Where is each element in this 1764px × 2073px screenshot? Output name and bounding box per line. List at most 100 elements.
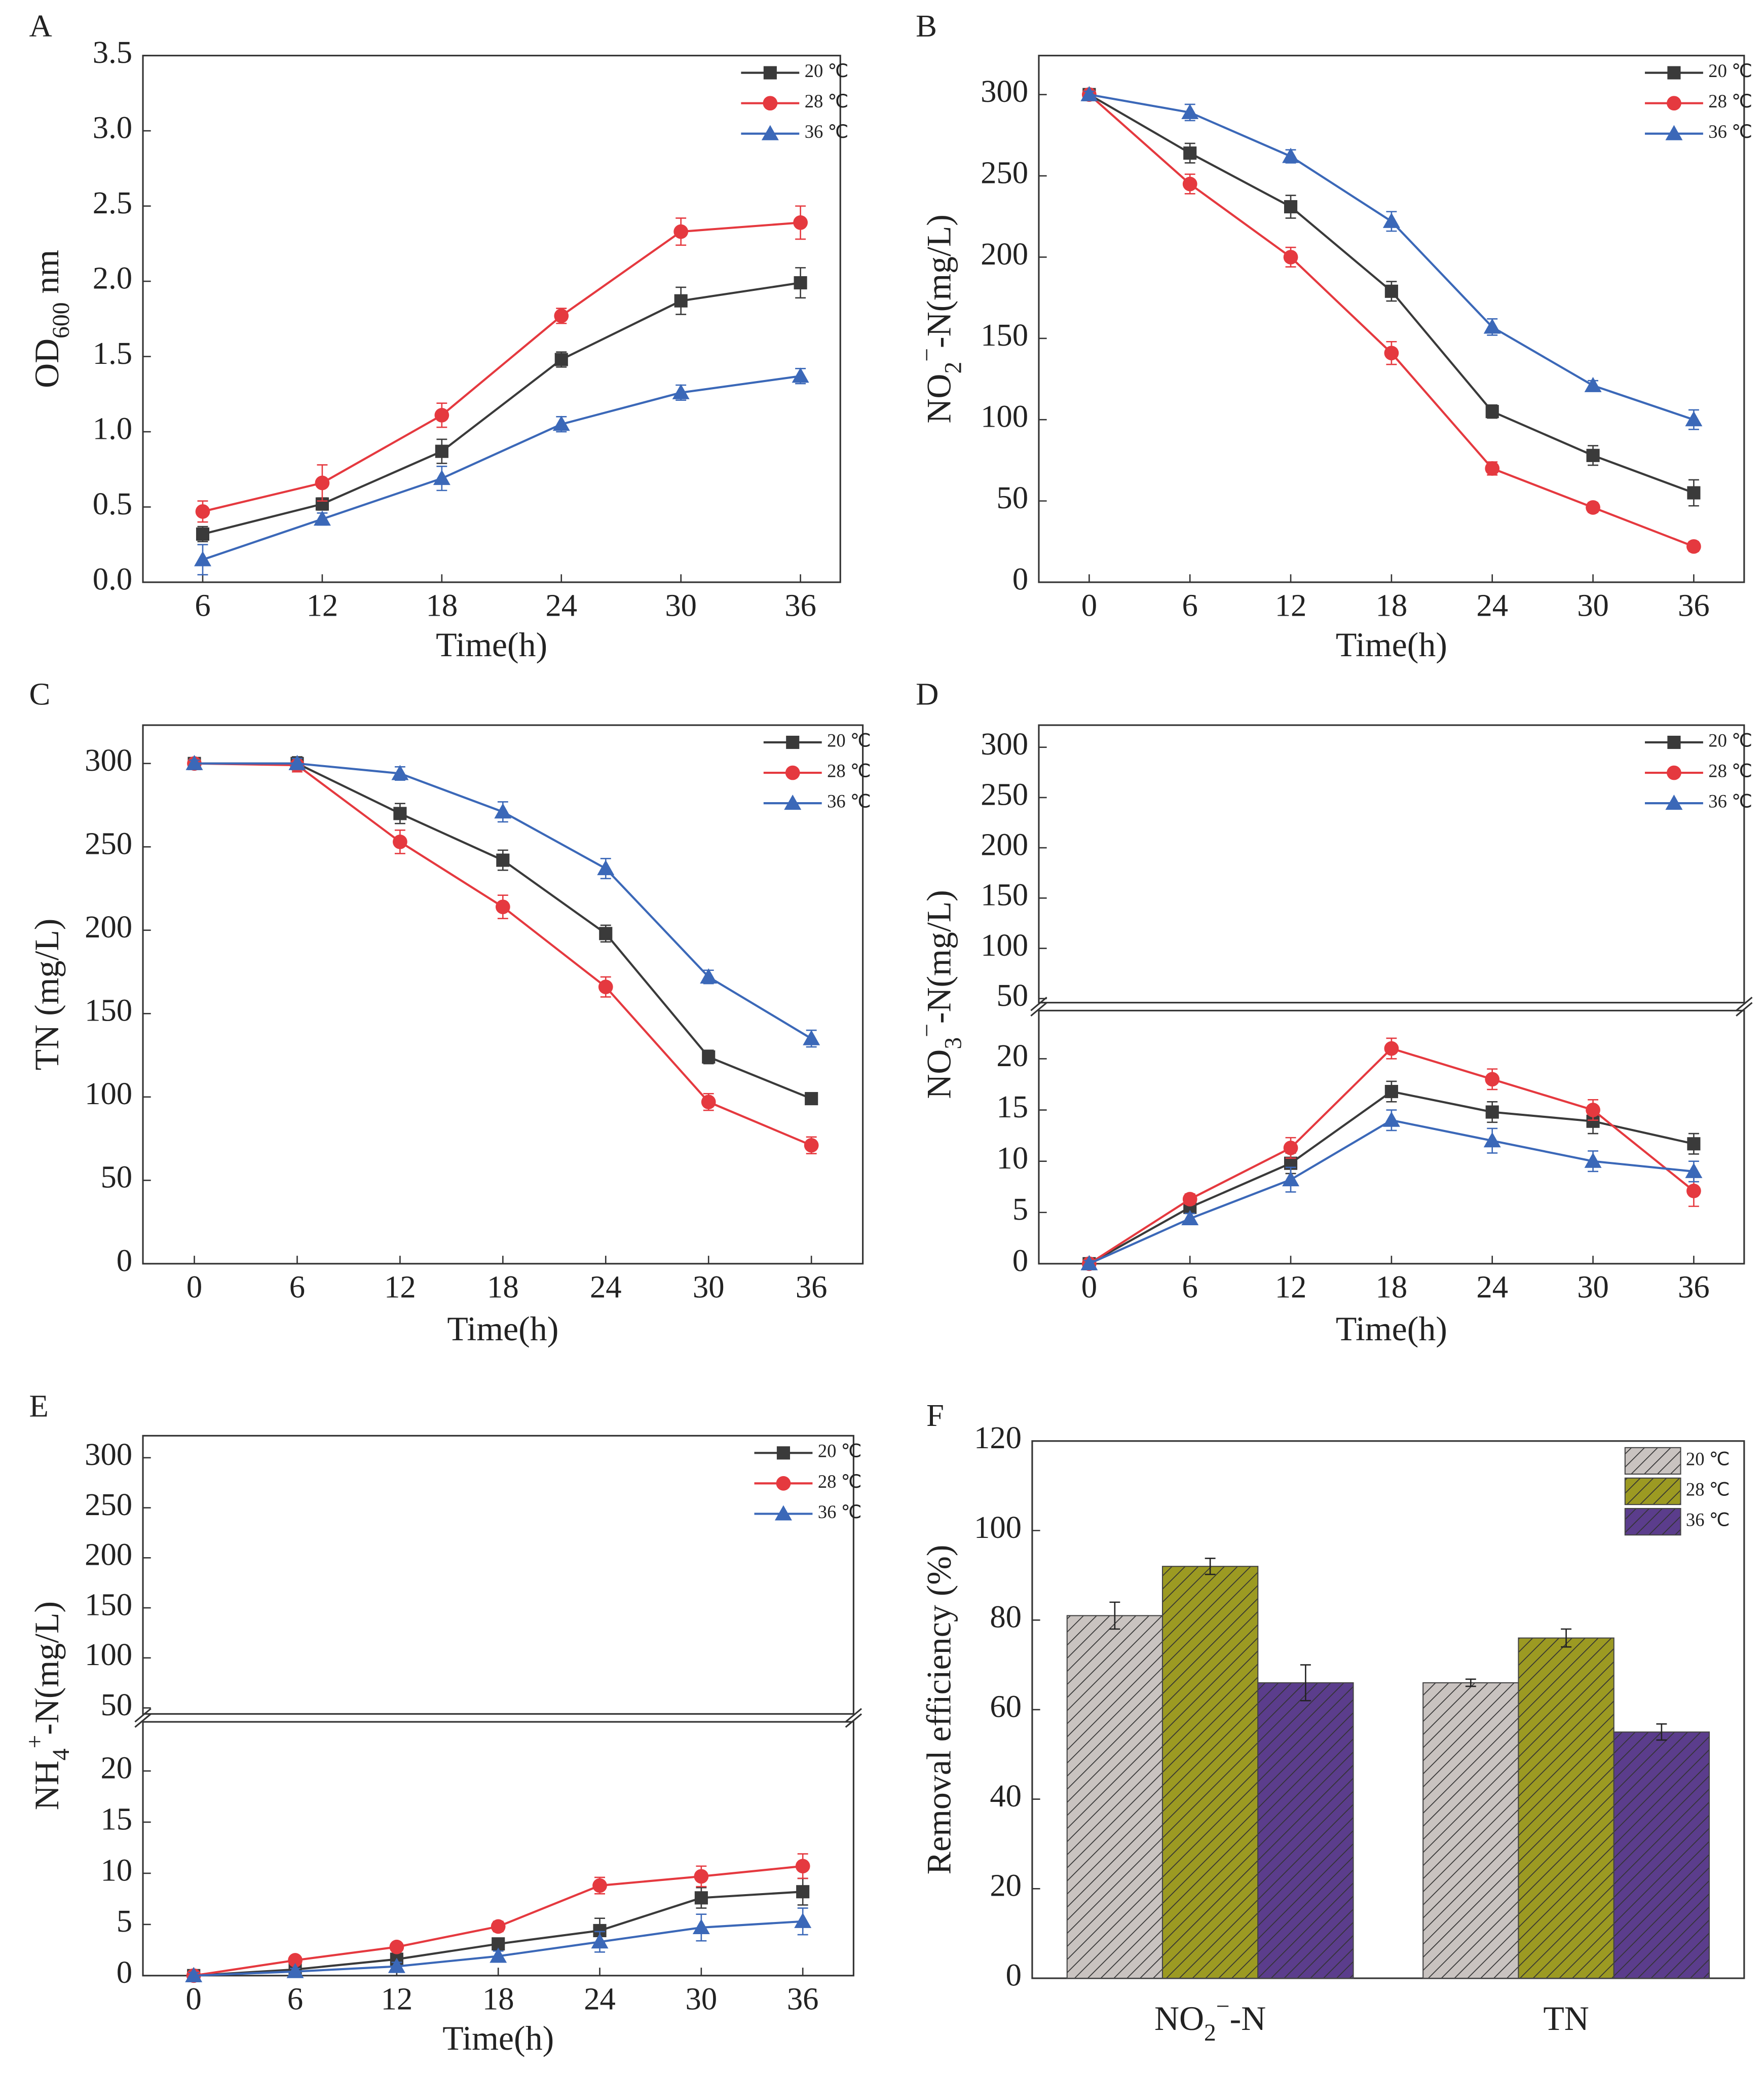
y-axis-label-part: 600 <box>48 303 74 338</box>
x-tick-label-part: 2 <box>1204 2020 1216 2046</box>
x-axis-label: Time(h) <box>1336 626 1447 664</box>
marker <box>598 979 613 995</box>
panel-label: C <box>29 676 50 712</box>
error-bar <box>1205 1557 1216 1575</box>
x-tick-label: 24 <box>590 1269 622 1304</box>
marker <box>1687 486 1701 500</box>
y-tick-label: 80 <box>990 1599 1022 1635</box>
marker <box>694 1869 709 1884</box>
y-tick-label: 0.5 <box>93 486 132 521</box>
y-tick-label: 0 <box>1012 1242 1028 1278</box>
legend-label: 28 ℃ <box>1708 91 1752 111</box>
x-tick-label: 36 <box>1678 588 1710 623</box>
legend-label: 36 ℃ <box>827 791 871 812</box>
y-axis-label-part: + <box>22 1735 48 1749</box>
series-line <box>202 375 801 561</box>
marker <box>1384 346 1399 361</box>
x-tick-label: 0 <box>1081 1269 1097 1304</box>
y-tick-label: 100 <box>981 927 1028 963</box>
marker <box>592 1878 607 1893</box>
y-tick-label: 0 <box>117 1242 132 1278</box>
legend-label: 28 ℃ <box>805 91 849 111</box>
x-tick-label-part: -N <box>1230 2000 1266 2038</box>
x-axis-label: Time(h) <box>436 626 547 664</box>
legend-marker <box>784 795 802 810</box>
marker <box>288 1953 303 1968</box>
y-tick-label: 0 <box>117 1954 132 1990</box>
y-tick-label: 5 <box>117 1903 132 1939</box>
x-tick-label: 36 <box>1678 1269 1710 1304</box>
legend-label: 28 ℃ <box>1708 760 1752 781</box>
y-tick-label: 0.0 <box>93 561 132 596</box>
legend-label: 36 ℃ <box>818 1501 862 1522</box>
plot-frame <box>1038 724 1745 1004</box>
y-tick-label: 200 <box>85 1537 132 1572</box>
y-axis-label-part: 2 <box>940 362 966 374</box>
legend-label: 36 ℃ <box>1708 791 1752 812</box>
marker <box>1181 1210 1199 1225</box>
marker <box>185 1967 203 1982</box>
y-tick-label: 1.0 <box>93 410 132 446</box>
x-tick-label-part: − <box>1216 1993 1230 2020</box>
y-tick-label: 300 <box>85 742 132 778</box>
legend-swatch <box>1624 1507 1681 1536</box>
legend-marker <box>1665 125 1683 140</box>
marker <box>315 475 330 491</box>
marker <box>1584 376 1602 392</box>
y-tick-label: 15 <box>100 1801 132 1836</box>
y-tick-label: 20 <box>996 1038 1028 1073</box>
x-tick-label: 30 <box>665 588 697 623</box>
x-tick-label: 18 <box>482 1981 514 2016</box>
marker <box>1483 318 1501 334</box>
marker <box>1586 1103 1600 1117</box>
x-tick-label: 12 <box>381 1981 413 2016</box>
marker <box>196 527 210 541</box>
y-axis-label-part: TN (mg/L) <box>28 919 66 1071</box>
legend-marker <box>785 765 800 780</box>
y-axis-label: Removal efficiency (%) <box>920 1545 958 1875</box>
legend-label: 20 ℃ <box>1708 730 1752 750</box>
axis-break <box>1030 997 1047 1016</box>
legend-marker <box>1665 795 1683 810</box>
bar <box>1066 1615 1164 1979</box>
x-tick-label: 6 <box>289 1269 305 1304</box>
panel-label: D <box>916 676 939 712</box>
marker <box>1284 200 1298 214</box>
legend-marker <box>763 66 777 80</box>
plot-frame <box>142 55 841 583</box>
x-tick-label: 0 <box>186 1981 202 2016</box>
marker <box>794 276 807 290</box>
legend-marker <box>1667 96 1681 111</box>
marker <box>1687 1137 1701 1151</box>
panel-label: F <box>926 1398 944 1433</box>
marker <box>1485 1105 1499 1119</box>
marker <box>554 309 569 323</box>
series-line <box>202 221 801 513</box>
marker <box>1382 212 1400 228</box>
marker <box>1384 284 1398 298</box>
y-axis-label: TN (mg/L) <box>28 919 66 1071</box>
bar <box>1518 1637 1615 1979</box>
legend-label: 20 ℃ <box>805 60 849 81</box>
y-tick-label: 20 <box>100 1750 132 1785</box>
marker <box>1485 461 1500 476</box>
y-tick-label: 50 <box>996 977 1028 1013</box>
y-tick-label: 50 <box>100 1159 132 1195</box>
x-tick-label: 18 <box>487 1269 519 1304</box>
legend-marker <box>776 1476 791 1491</box>
x-axis-label: Time(h) <box>1336 1310 1447 1348</box>
legend-label: 28 ℃ <box>1686 1479 1730 1499</box>
y-tick-label: 200 <box>981 826 1028 862</box>
y-axis-label-part: NO <box>920 374 958 424</box>
y-tick-label: 120 <box>974 1420 1022 1455</box>
plot-frame <box>142 1435 854 1715</box>
marker <box>1686 1183 1701 1198</box>
series-line <box>1089 1119 1694 1265</box>
y-tick-label: 300 <box>85 1437 132 1472</box>
panel-label: B <box>916 8 937 44</box>
x-tick-label: NO2−-N <box>1154 1993 1266 2046</box>
y-tick-label: 40 <box>990 1778 1022 1814</box>
y-tick-label: 50 <box>996 480 1028 515</box>
